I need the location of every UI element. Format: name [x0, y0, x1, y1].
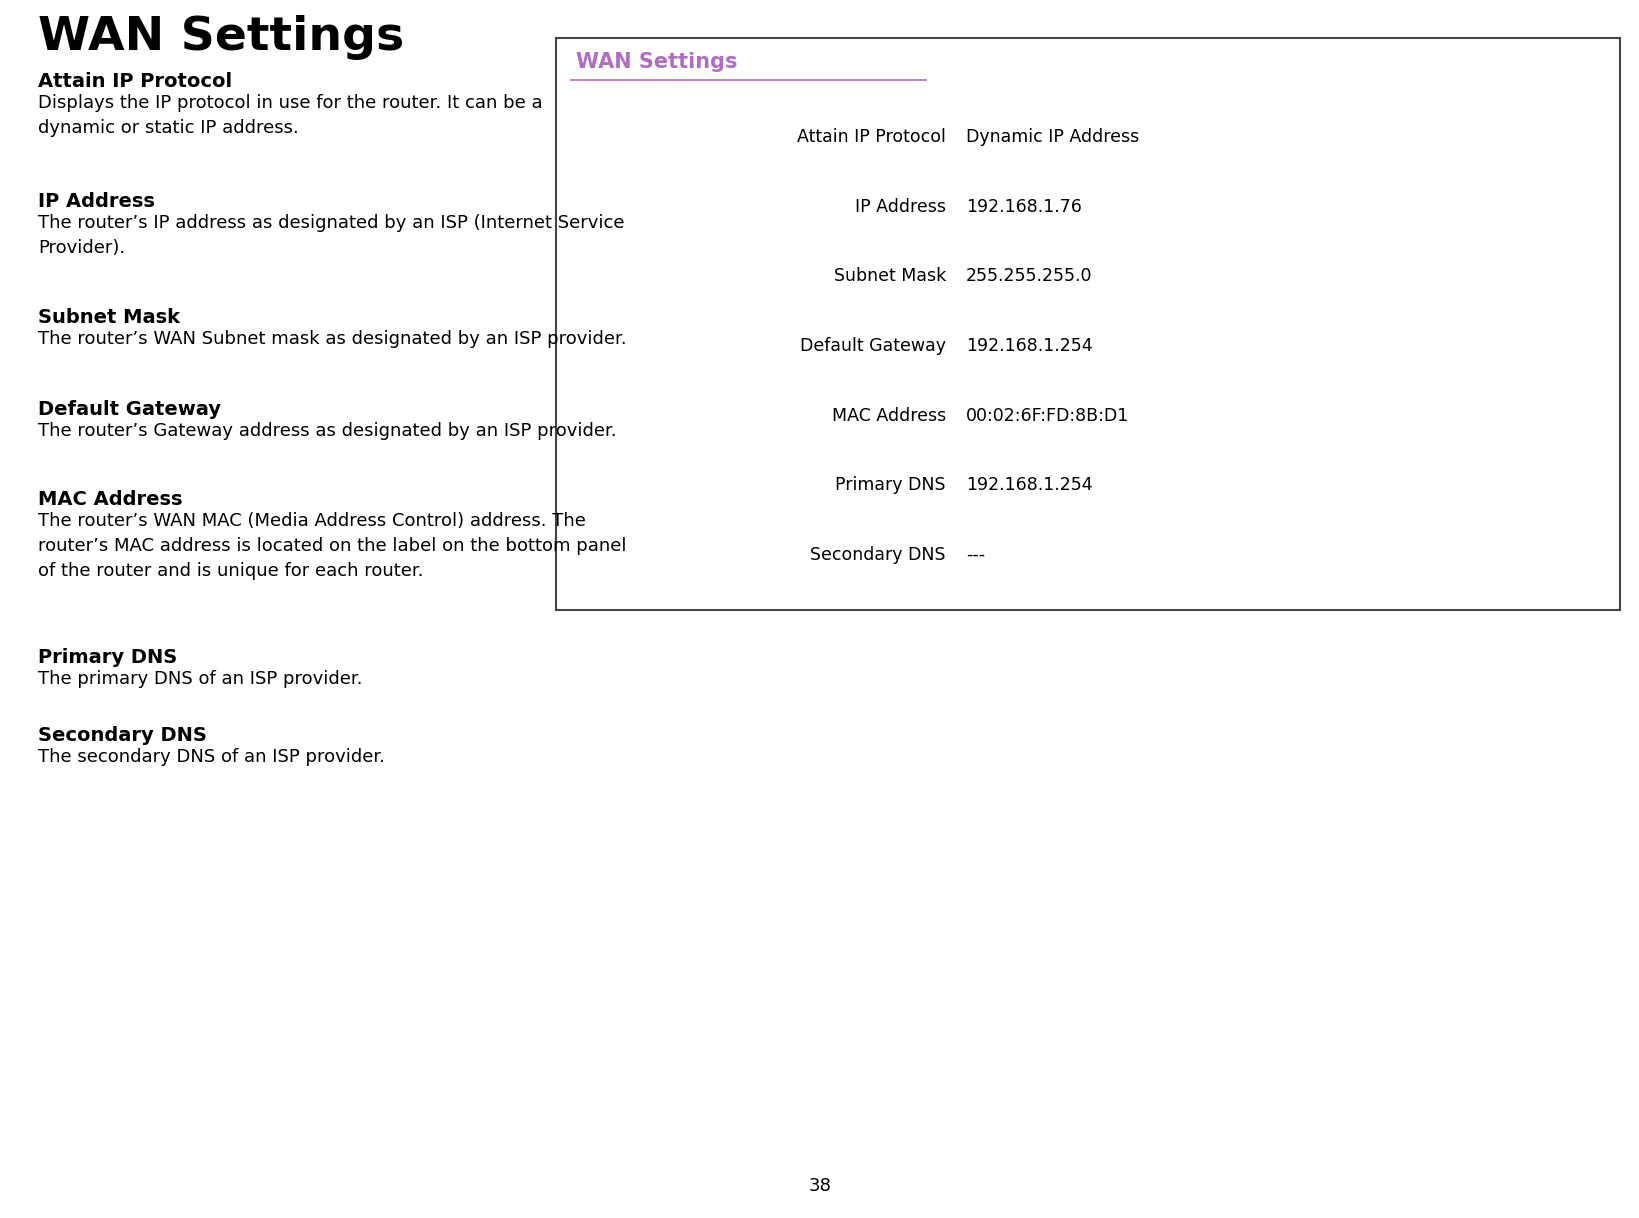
Text: ---: --- [965, 546, 985, 564]
Text: Secondary DNS: Secondary DNS [38, 726, 207, 745]
Text: MAC Address: MAC Address [831, 407, 946, 425]
Text: 00:02:6F:FD:8B:D1: 00:02:6F:FD:8B:D1 [965, 407, 1129, 425]
Text: 192.168.1.254: 192.168.1.254 [965, 476, 1092, 495]
Text: WAN Settings: WAN Settings [38, 15, 403, 60]
Text: Primary DNS: Primary DNS [834, 476, 946, 495]
Text: Attain IP Protocol: Attain IP Protocol [797, 128, 946, 146]
Text: The secondary DNS of an ISP provider.: The secondary DNS of an ISP provider. [38, 748, 385, 766]
Text: 192.168.1.76: 192.168.1.76 [965, 197, 1082, 216]
Text: Primary DNS: Primary DNS [38, 648, 177, 667]
Text: 38: 38 [808, 1177, 831, 1195]
Text: Attain IP Protocol: Attain IP Protocol [38, 72, 233, 91]
Text: Secondary DNS: Secondary DNS [810, 546, 946, 564]
Text: WAN Settings: WAN Settings [575, 52, 738, 72]
Text: Subnet Mask: Subnet Mask [38, 308, 180, 326]
Text: IP Address: IP Address [854, 197, 946, 216]
Text: Subnet Mask: Subnet Mask [833, 267, 946, 285]
Text: Default Gateway: Default Gateway [38, 400, 221, 419]
Text: 255.255.255.0: 255.255.255.0 [965, 267, 1092, 285]
Text: Displays the IP protocol in use for the router. It can be a
dynamic or static IP: Displays the IP protocol in use for the … [38, 94, 543, 136]
Text: The router’s Gateway address as designated by an ISP provider.: The router’s Gateway address as designat… [38, 421, 616, 440]
Text: The router’s WAN Subnet mask as designated by an ISP provider.: The router’s WAN Subnet mask as designat… [38, 330, 626, 348]
Text: MAC Address: MAC Address [38, 490, 182, 509]
Text: The primary DNS of an ISP provider.: The primary DNS of an ISP provider. [38, 670, 362, 688]
Text: The router’s WAN MAC (Media Address Control) address. The
router’s MAC address i: The router’s WAN MAC (Media Address Cont… [38, 512, 626, 580]
Text: 192.168.1.254: 192.168.1.254 [965, 337, 1092, 354]
Text: Dynamic IP Address: Dynamic IP Address [965, 128, 1139, 146]
Text: Default Gateway: Default Gateway [800, 337, 946, 354]
Bar [556, 38, 1619, 610]
Text: The router’s IP address as designated by an ISP (Internet Service
Provider).: The router’s IP address as designated by… [38, 214, 624, 257]
Text: IP Address: IP Address [38, 192, 154, 211]
